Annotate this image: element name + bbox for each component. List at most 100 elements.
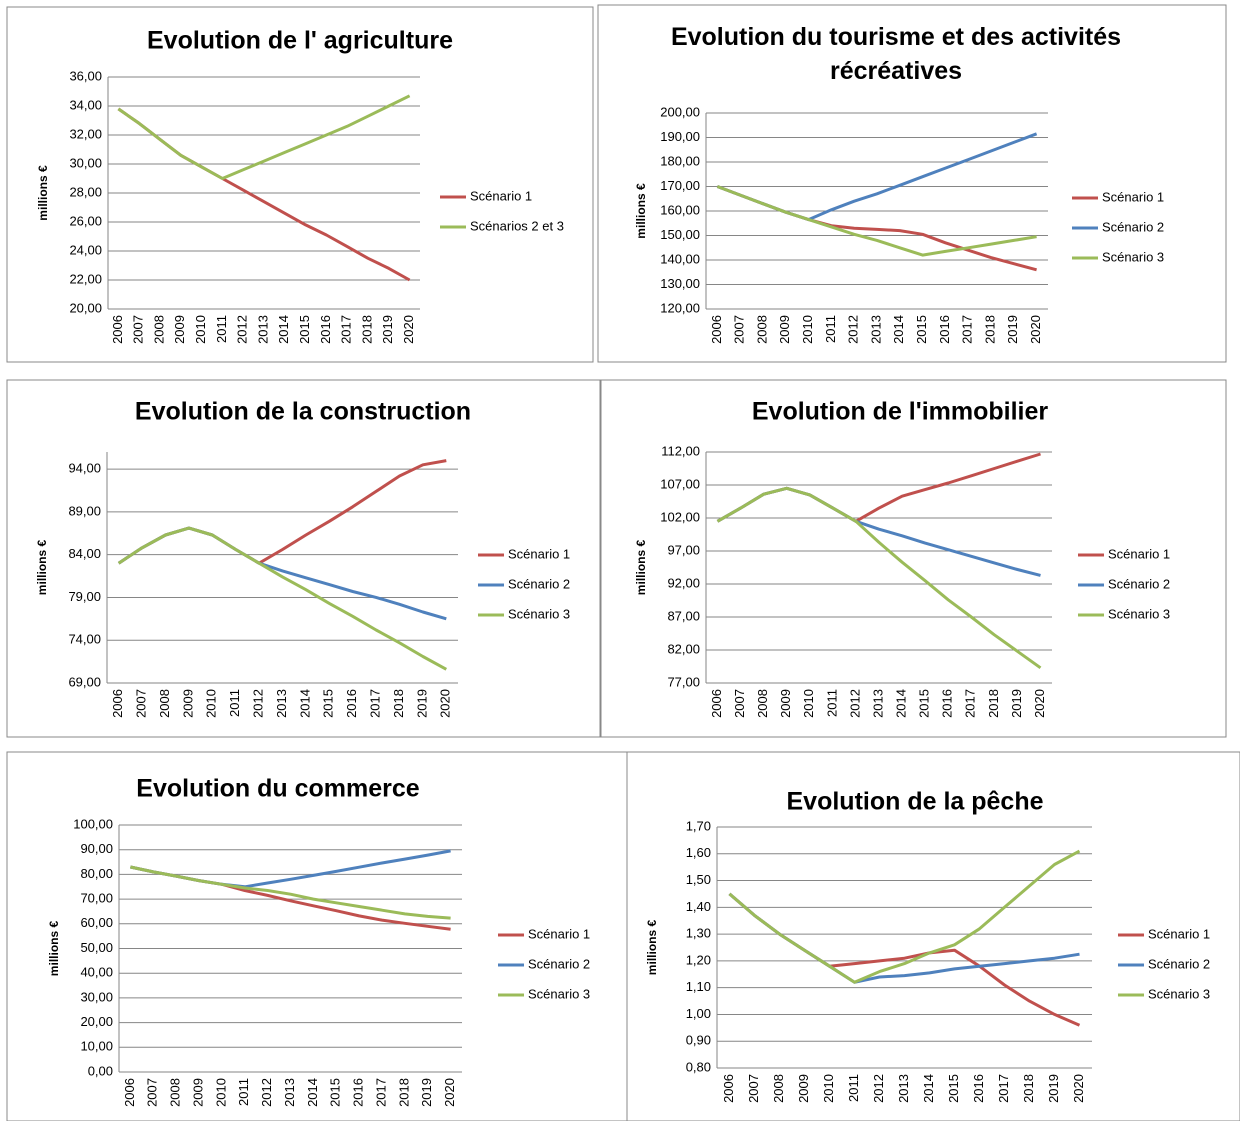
legend-label: Scénario 1 (1102, 189, 1164, 204)
chart-panel: Evolution de l'immobilier 77,00 82,00 87,00… (600, 379, 1227, 738)
x-tick-label: 2013 (255, 315, 270, 344)
x-tick-label: 2009 (190, 1078, 205, 1107)
chart-title: Evolution du commerce (136, 775, 419, 803)
x-tick-label: 2013 (896, 1074, 911, 1103)
title-line: récréatives (830, 57, 962, 85)
legend-label: Scénario 1 (470, 188, 532, 203)
y-tick-label: 190,00 (660, 129, 700, 144)
x-tick-label: 2008 (168, 1078, 183, 1107)
y-tick-label: 79,00 (68, 589, 101, 604)
legend-label: Scénario 3 (528, 986, 590, 1001)
x-tick-label: 2018 (1021, 1074, 1036, 1103)
y-tick-label: 20,00 (69, 300, 102, 315)
x-tick-label: 2010 (800, 315, 815, 344)
y-axis-title: millions € (645, 920, 659, 976)
y-tick-label: 30,00 (69, 155, 102, 170)
x-tick-label: 2014 (305, 1078, 320, 1107)
x-tick-label: 2014 (894, 689, 909, 718)
y-tick-label: 80,00 (80, 866, 113, 881)
x-tick-label: 2020 (1071, 1074, 1086, 1103)
x-tick-label: 2019 (1005, 315, 1020, 344)
x-tick-label: 2013 (868, 315, 883, 344)
legend-label: Scénario 1 (1148, 926, 1210, 941)
legend-label: Scénario 1 (508, 546, 570, 561)
x-tick-label: 2011 (824, 689, 839, 717)
chart-panel: Evolution du tourisme et des activités ré… (597, 4, 1227, 363)
x-tick-label: 2009 (777, 315, 792, 344)
y-tick-label: 112,00 (661, 443, 700, 458)
x-tick-label: 2017 (996, 1074, 1011, 1103)
y-tick-label: 130,00 (660, 276, 700, 291)
x-tick-label: 2015 (321, 689, 336, 718)
legend-label: Scénario 3 (508, 606, 570, 621)
x-tick-label: 2013 (870, 689, 885, 718)
legend-label: Scénarios 2 et 3 (470, 218, 564, 233)
y-tick-label: 94,00 (68, 461, 101, 476)
x-tick-label: 2017 (368, 689, 383, 718)
x-tick-label: 2012 (251, 689, 266, 718)
x-tick-label: 2007 (145, 1078, 160, 1107)
x-tick-label: 2018 (391, 689, 406, 718)
x-tick-label: 2015 (917, 689, 932, 718)
y-tick-label: 100,00 (73, 816, 113, 831)
x-tick-label: 2008 (151, 315, 166, 344)
x-tick-label: 2014 (921, 1074, 936, 1103)
legend-label: Scénario 3 (1148, 986, 1210, 1001)
legend-label: Scénario 2 (528, 956, 590, 971)
x-tick-label: 2007 (131, 315, 146, 344)
x-tick-label: 2015 (297, 315, 312, 344)
panel-border (6, 379, 601, 738)
x-tick-label: 2006 (709, 315, 724, 344)
legend-label: Scénario 2 (1108, 576, 1170, 591)
y-axis-title: millions € (47, 921, 61, 977)
x-tick-label: 2016 (971, 1074, 986, 1103)
y-tick-label: 28,00 (69, 184, 102, 199)
y-tick-label: 180,00 (660, 153, 700, 168)
x-tick-label: 2019 (1009, 689, 1024, 718)
chart-panel: Evolution de la pêche 0,80 0,90 1,00 1,10 1,2… (626, 751, 1240, 1121)
chart-panel: Evolution de l' agriculture 20,00 22,00 24,… (6, 6, 594, 363)
title-line: Evolution du tourisme et des activités (671, 23, 1121, 51)
y-tick-label: 1,00 (686, 1006, 711, 1021)
x-tick-label: 2011 (823, 315, 838, 343)
y-tick-label: 1,20 (686, 952, 711, 967)
x-tick-label: 2014 (891, 315, 906, 344)
x-tick-label: 2010 (821, 1074, 836, 1103)
data-line (117, 94, 411, 180)
x-tick-label: 2019 (414, 689, 429, 718)
y-tick-label: 200,00 (660, 104, 700, 119)
y-axis-title: millions € (36, 165, 50, 221)
y-tick-label: 1,10 (686, 979, 711, 994)
legend-label: Scénario 1 (528, 926, 590, 941)
x-tick-label: 2011 (846, 1074, 861, 1102)
x-tick-label: 2012 (235, 315, 250, 344)
y-tick-label: 120,00 (660, 300, 700, 315)
x-tick-label: 2008 (755, 689, 770, 718)
y-axis-title: millions € (634, 183, 648, 239)
x-tick-label: 2016 (351, 1078, 366, 1107)
x-tick-label: 2017 (963, 689, 978, 718)
x-tick-label: 2006 (122, 1078, 137, 1107)
x-tick-label: 2008 (754, 315, 769, 344)
x-tick-label: 2012 (846, 315, 861, 344)
x-tick-label: 2020 (1032, 689, 1047, 718)
x-tick-label: 2016 (318, 315, 333, 344)
x-tick-label: 2009 (778, 689, 793, 718)
y-tick-label: 32,00 (69, 126, 102, 141)
y-tick-label: 1,30 (686, 926, 711, 941)
x-tick-label: 2017 (373, 1078, 388, 1107)
x-tick-label: 2020 (401, 315, 416, 344)
x-tick-label: 2020 (442, 1078, 457, 1107)
y-tick-label: 0,90 (686, 1033, 711, 1048)
x-tick-label: 2018 (982, 315, 997, 344)
x-tick-label: 2014 (276, 315, 291, 344)
y-tick-label: 10,00 (80, 1039, 113, 1054)
y-tick-label: 22,00 (69, 271, 102, 286)
y-tick-label: 30,00 (80, 989, 113, 1004)
y-tick-label: 24,00 (69, 242, 102, 257)
y-tick-label: 89,00 (68, 503, 101, 518)
y-tick-label: 36,00 (69, 68, 102, 83)
y-tick-label: 102,00 (660, 509, 700, 524)
chart-title: Evolution de l'immobilier (752, 398, 1049, 426)
